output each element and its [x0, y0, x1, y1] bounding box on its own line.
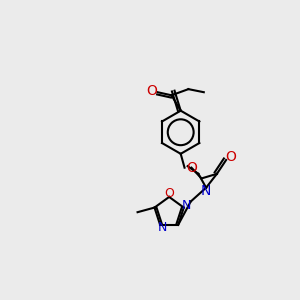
Text: O: O [186, 161, 197, 176]
Text: N: N [182, 199, 191, 212]
Text: O: O [225, 150, 236, 164]
Text: O: O [146, 84, 157, 98]
Text: N: N [201, 184, 211, 198]
Text: O: O [164, 187, 174, 200]
Text: N: N [158, 220, 167, 234]
